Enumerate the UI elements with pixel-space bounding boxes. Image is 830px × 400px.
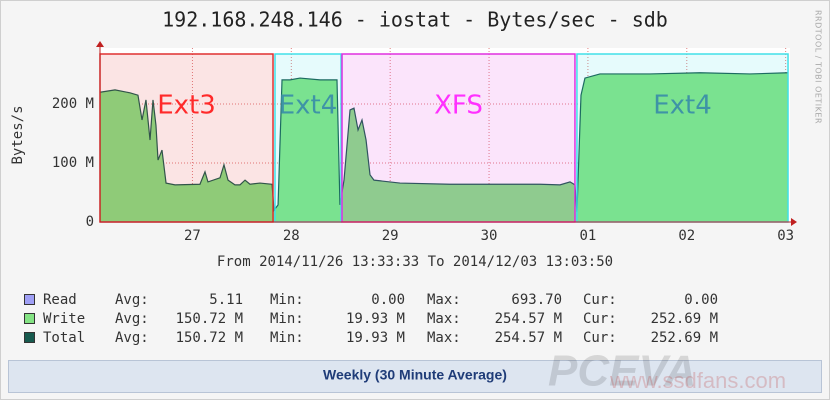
legend-swatch <box>24 313 35 324</box>
region-label: Ext4 <box>279 91 338 121</box>
x-tick-label: 29 <box>382 228 399 244</box>
side-label: RRDTOOL / TOBI OETIKER <box>814 10 823 124</box>
subtitle: From 2014/11/26 13:33:33 To 2014/12/03 1… <box>217 254 613 270</box>
stat-value: 19.93 M <box>346 330 405 346</box>
stat-label: Max: <box>427 311 461 327</box>
stat-value: 254.57 M <box>495 330 562 346</box>
x-tick-label: 03 <box>777 228 794 244</box>
stat-value: 0.00 <box>371 292 405 308</box>
legend-label: Total <box>43 330 85 346</box>
stat-value: 0.00 <box>684 292 718 308</box>
chart-title: 192.168.248.146 - iostat - Bytes/sec - s… <box>162 8 668 32</box>
stat-label: Max: <box>427 330 461 346</box>
x-tick-label: 30 <box>481 228 498 244</box>
region <box>99 53 274 223</box>
x-tick-label: 28 <box>283 228 300 244</box>
y-axis-label: Bytes/s <box>10 105 26 164</box>
legend-label: Write <box>43 311 85 327</box>
footer-bar <box>8 360 822 393</box>
legend-label: Read <box>43 292 77 308</box>
y-tick-label: 0 <box>86 214 94 230</box>
region-label: Ext3 <box>157 91 216 121</box>
region-layer: Ext3 Ext4 XFS Ext4 <box>99 53 789 223</box>
footer-label: Weekly (30 Minute Average) <box>323 367 507 383</box>
stat-label: Avg: <box>115 330 149 346</box>
stat-label: Cur: <box>583 330 617 346</box>
x-axis-arrow <box>791 218 797 226</box>
stat-label: Min: <box>270 330 304 346</box>
stat-value: 19.93 M <box>346 311 405 327</box>
stat-value: 5.11 <box>209 292 243 308</box>
legend-swatch <box>24 294 35 305</box>
stat-label: Min: <box>270 311 304 327</box>
stat-label: Min: <box>270 292 304 308</box>
series-line <box>99 72 789 213</box>
region <box>576 53 789 223</box>
text-layer: 0 100 M 200 M 27 28 29 30 01 02 03 Read Avg: 5.11 Min… <box>24 96 794 346</box>
watermark-logo: PCEVA <box>548 347 696 396</box>
stat-label: Avg: <box>115 311 149 327</box>
region-label: Ext4 <box>653 91 712 121</box>
x-tick-label: 02 <box>678 228 695 244</box>
y-axis-arrow <box>96 41 104 47</box>
stat-value: 150.72 M <box>176 311 243 327</box>
stat-value: 252.69 M <box>651 330 718 346</box>
y-tick-label: 100 M <box>52 155 94 171</box>
stat-label: Max: <box>427 292 461 308</box>
stat-label: Cur: <box>583 292 617 308</box>
stat-label: Avg: <box>115 292 149 308</box>
x-tick-label: 01 <box>579 228 596 244</box>
region <box>341 53 576 223</box>
region-label: XFS <box>434 91 483 121</box>
region <box>274 53 342 223</box>
watermark-url: www.ssdfans.com <box>609 368 786 393</box>
stat-value: 254.57 M <box>495 311 562 327</box>
stat-value: 150.72 M <box>176 330 243 346</box>
stat-label: Cur: <box>583 311 617 327</box>
y-tick-label: 200 M <box>52 96 94 112</box>
stat-value: 252.69 M <box>651 311 718 327</box>
x-tick-label: 27 <box>184 228 201 244</box>
legend-swatch <box>24 332 35 343</box>
stat-value: 693.70 <box>511 292 562 308</box>
